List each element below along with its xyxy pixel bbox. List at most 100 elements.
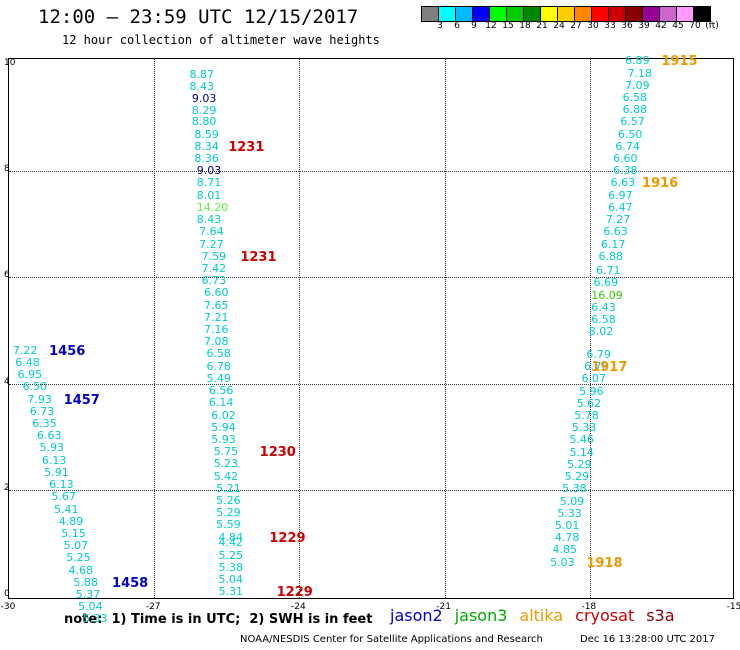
wave-height-reading: 6.88 <box>622 103 648 117</box>
wave-height-reading: 7.16 <box>204 323 229 337</box>
colorbar-swatch <box>693 6 711 22</box>
wave-height-reading: 7.18 <box>627 66 653 80</box>
wave-height-reading: 8.59 <box>194 127 219 141</box>
colorbar-swatch <box>506 6 524 22</box>
wave-height-reading: 6.58 <box>622 90 648 104</box>
map-plot-area <box>8 58 734 599</box>
wave-height-reading: 6.60 <box>613 152 638 166</box>
x-tick-label: -18 <box>581 602 597 612</box>
wave-height-reading: 4.78 <box>554 531 580 545</box>
wave-height-reading: 5.91 <box>44 465 69 479</box>
generated-timestamp: Dec 16 13:28:00 UTC 2017 <box>580 634 715 645</box>
wave-height-reading: 4.42 <box>218 536 244 550</box>
wave-height-reading: 6.79 <box>586 347 611 361</box>
y-tick-label: 8 <box>4 164 10 175</box>
colorbar-label: 24 <box>553 21 565 31</box>
y-tick-label: 0 <box>4 589 10 599</box>
wave-height-reading: 7.59 <box>201 249 227 263</box>
wave-height-reading: 6.50 <box>617 127 643 141</box>
y-tick-label: 2 <box>4 482 10 493</box>
colorbar-label: 3 <box>437 21 443 31</box>
wave-height-reading: 5.03 <box>550 555 575 569</box>
pass-time-label: 1916 <box>642 176 679 192</box>
wave-height-reading: 6.73 <box>29 404 55 418</box>
pass-time-label: 1231 <box>228 139 265 155</box>
wave-height-reading: 8.43 <box>189 79 215 93</box>
wave-height-reading: 6.97 <box>608 188 633 202</box>
wave-height-reading: 8.87 <box>189 67 215 81</box>
wave-height-reading: 6.58 <box>591 312 616 326</box>
wave-height-reading: 8.36 <box>194 152 219 166</box>
colorbar-label: 36 <box>621 21 633 31</box>
colorbar-swatch <box>574 6 592 22</box>
wave-height-reading: 7.21 <box>204 310 229 324</box>
wave-height-reading: 5.88 <box>73 575 98 589</box>
wave-height-reading: 6.47 <box>608 200 633 214</box>
wave-height-reading: 6.43 <box>591 300 616 314</box>
credit-line: NOAA/NESDIS Center for Satellite Applica… <box>240 634 543 645</box>
wave-height-reading: 6.56 <box>208 384 234 398</box>
legend-item-altika: altika <box>519 606 564 625</box>
wave-height-reading: 6.71 <box>596 264 621 278</box>
wave-height-reading: 16.09 <box>591 288 623 302</box>
wave-height-reading: 5.25 <box>218 548 244 562</box>
grid-line <box>299 59 301 598</box>
wave-height-reading: 5.41 <box>53 502 79 516</box>
colorbar-swatch <box>523 6 541 22</box>
colorbar-swatch <box>608 6 626 22</box>
pass-time-label: 1229 <box>269 530 306 546</box>
colorbar-swatch <box>642 6 660 22</box>
y-tick-label: 6 <box>4 270 10 281</box>
wave-height-reading: 5.33 <box>557 506 582 520</box>
wave-height-reading: 5.62 <box>576 396 602 410</box>
chart-subtitle: 12 hour collection of altimeter wave hei… <box>62 33 380 47</box>
wave-height-reading: 6.95 <box>17 368 43 382</box>
wave-height-reading: 5.42 <box>213 469 239 483</box>
wave-height-reading: 6.07 <box>581 372 607 386</box>
wave-height-reading: 6.76 <box>583 360 609 374</box>
x-tick-label: -24 <box>291 602 306 612</box>
y-tick-label: 4 <box>4 376 10 387</box>
wave-height-reading: 8.34 <box>194 139 219 153</box>
colorbar-swatch <box>438 6 456 22</box>
wave-height-reading: 5.23 <box>213 457 239 471</box>
wave-height-reading: 5.49 <box>206 371 231 385</box>
wave-height-reading: 5.04 <box>78 600 103 614</box>
wave-height-reading: 6.69 <box>593 276 619 290</box>
wave-height-reading: 7.64 <box>199 225 224 239</box>
colorbar-label: 18 <box>519 21 531 31</box>
wave-height-reading: 5.25 <box>66 551 91 565</box>
wave-height-reading: 6.14 <box>208 396 234 410</box>
wave-height-reading: 5.29 <box>216 506 241 520</box>
grid-line <box>9 489 733 491</box>
wave-height-reading: 6.58 <box>206 347 231 361</box>
wave-height-reading: 7.42 <box>201 261 227 275</box>
satellite-legend: jason2 jason3 altika cryosat s3a <box>390 606 675 625</box>
colorbar-label: 33 <box>604 21 616 31</box>
wave-height-reading: 6.17 <box>600 237 626 251</box>
grid-line <box>589 59 591 598</box>
wave-height-reading: 14.20 <box>196 200 229 214</box>
colorbar <box>421 6 711 22</box>
wave-height-reading: 7.27 <box>199 237 224 251</box>
grid-line <box>154 59 156 598</box>
wave-height-reading: 5.26 <box>216 494 241 507</box>
x-tick-label: -27 <box>145 602 161 612</box>
wave-height-reading: 5.01 <box>554 518 580 532</box>
wave-height-reading: 8.43 <box>196 213 222 227</box>
wave-height-reading: 5.37 <box>75 588 101 601</box>
x-tick-label: -21 <box>436 602 451 612</box>
legend-item-jason2: jason2 <box>390 606 443 625</box>
wave-height-reading: 5.67 <box>51 490 77 504</box>
wave-height-reading: 7.22 <box>12 343 38 357</box>
colorbar-label: 21 <box>536 21 548 31</box>
colorbar-swatch <box>591 6 609 22</box>
wave-height-reading: 6.88 <box>598 249 623 263</box>
grid-line <box>444 59 446 598</box>
wave-height-reading: 6.60 <box>204 286 229 300</box>
wave-height-reading: 7.08 <box>204 335 229 349</box>
wave-height-reading: 4.89 <box>58 514 84 528</box>
colorbar-swatch <box>557 6 575 22</box>
grid-line <box>9 171 733 173</box>
grid-line <box>9 277 733 279</box>
